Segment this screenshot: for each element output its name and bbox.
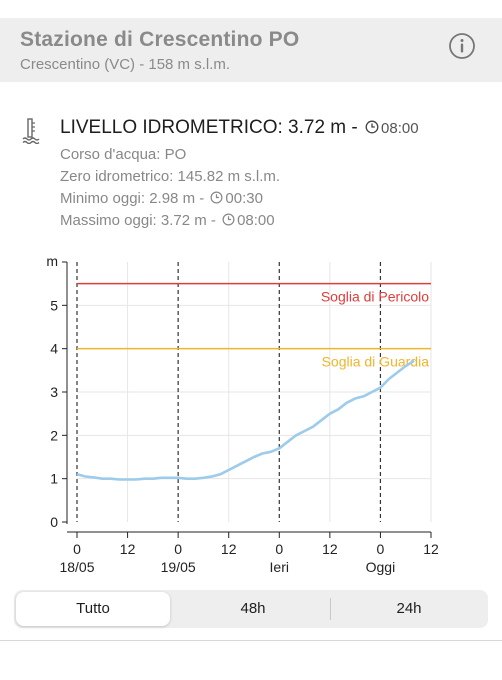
- x-tick-sublabel: 19/05: [161, 559, 196, 575]
- x-tick-label: 0: [275, 541, 283, 557]
- station-title: Stazione di Crescentino PO: [20, 28, 300, 51]
- x-tick-sublabel: Oggi: [366, 559, 396, 575]
- tab-48h[interactable]: 48h: [240, 600, 266, 617]
- x-tick-label: 12: [120, 541, 136, 557]
- bottom-divider: [0, 640, 502, 641]
- level-label: LIVELLO IDROMETRICO: 3.72 m -: [60, 117, 364, 138]
- detail-max: Massimo oggi: 3.72 m - 08:00: [60, 212, 275, 229]
- tab-tutto[interactable]: Tutto: [16, 592, 170, 626]
- level-time: 08:00: [381, 120, 419, 137]
- y-tick-label: 1: [50, 471, 58, 487]
- detail-min-time: 00:30: [225, 190, 263, 207]
- detail-min-label: Minimo oggi: 2.98 m -: [60, 190, 209, 207]
- x-tick-label: 12: [221, 541, 237, 557]
- threshold-label: Soglia di Pericolo: [321, 289, 429, 305]
- x-tick-label: 12: [322, 541, 338, 557]
- x-tick-label: 12: [423, 541, 439, 557]
- x-tick-label: 0: [73, 541, 81, 557]
- info-icon[interactable]: [448, 32, 476, 60]
- station-subtitle: Crescentino (VC) - 158 m s.l.m.: [20, 56, 231, 73]
- y-axis-label: m: [46, 253, 58, 269]
- range-tabs: Tutto 48h 24h: [14, 590, 488, 628]
- detail-zero: Zero idrometrico: 145.82 m s.l.m.: [60, 168, 281, 185]
- y-tick-label: 4: [50, 341, 58, 357]
- y-tick-label: 2: [50, 427, 58, 443]
- y-tick-label: 5: [50, 297, 58, 313]
- detail-river: Corso d'acqua: PO: [60, 146, 187, 163]
- tab-24h[interactable]: 24h: [396, 600, 422, 617]
- y-tick-label: 0: [50, 514, 58, 530]
- detail-max-time: 08:00: [237, 212, 275, 229]
- x-tick-sublabel: Ieri: [270, 559, 289, 575]
- detail-min: Minimo oggi: 2.98 m - 00:30: [60, 190, 263, 207]
- x-tick-label: 0: [377, 541, 385, 557]
- tab-separator: [330, 598, 331, 620]
- level-title: LIVELLO IDROMETRICO: 3.72 m - 08:00: [60, 117, 419, 139]
- clock-icon: [222, 213, 235, 226]
- detail-max-label: Massimo oggi: 3.72 m -: [60, 212, 221, 229]
- clock-icon: [365, 120, 379, 134]
- station-header: Stazione di Crescentino PO Crescentino (…: [0, 18, 502, 82]
- clock-icon: [210, 191, 223, 204]
- threshold-label: Soglia di Guardia: [322, 354, 430, 370]
- x-tick-label: 0: [174, 541, 182, 557]
- hydrometer-icon: [22, 118, 40, 144]
- level-series-line: [76, 359, 415, 481]
- y-tick-label: 3: [50, 384, 58, 400]
- x-tick-sublabel: 18/05: [59, 559, 94, 575]
